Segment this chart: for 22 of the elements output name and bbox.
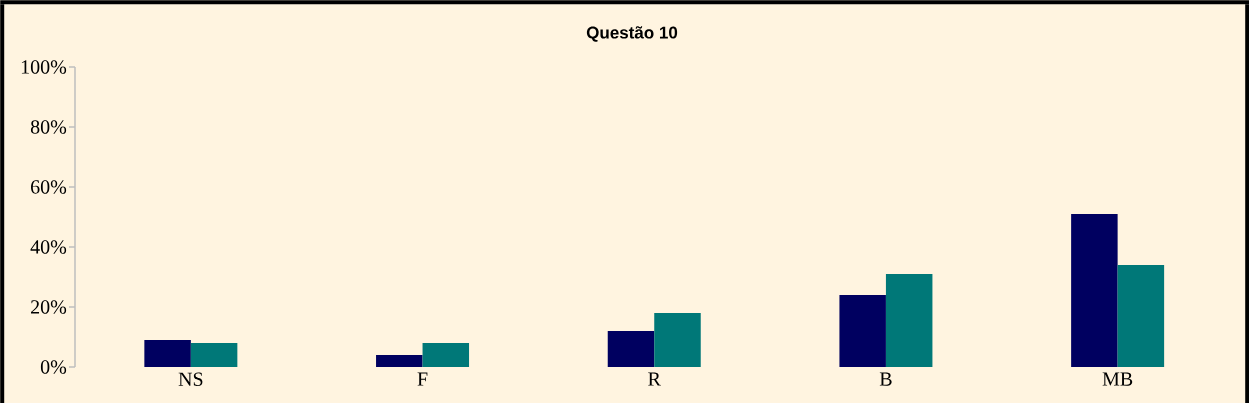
x-tick-label: B <box>879 372 892 386</box>
y-tick-label: 80% <box>30 120 67 134</box>
y-tick-label: 100% <box>21 60 67 74</box>
bar <box>885 274 933 367</box>
bar <box>839 295 886 367</box>
bar <box>1117 265 1165 367</box>
bar <box>376 355 423 367</box>
x-tick-label: NS <box>178 372 203 386</box>
bar <box>654 313 701 367</box>
y-tick-label: 0% <box>40 360 67 374</box>
bar <box>144 340 191 367</box>
bar <box>607 331 655 367</box>
x-tick-label: MB <box>1102 372 1133 386</box>
chart-title: Questão 10 <box>586 26 678 42</box>
y-tick-label: 20% <box>31 300 67 314</box>
y-tick-label: 60% <box>31 180 67 194</box>
bar <box>190 343 238 367</box>
bar <box>1071 214 1118 367</box>
x-tick-label: F <box>417 372 428 386</box>
x-tick-label: R <box>648 372 661 386</box>
bar <box>422 343 470 367</box>
y-tick-label: 40% <box>30 240 67 254</box>
